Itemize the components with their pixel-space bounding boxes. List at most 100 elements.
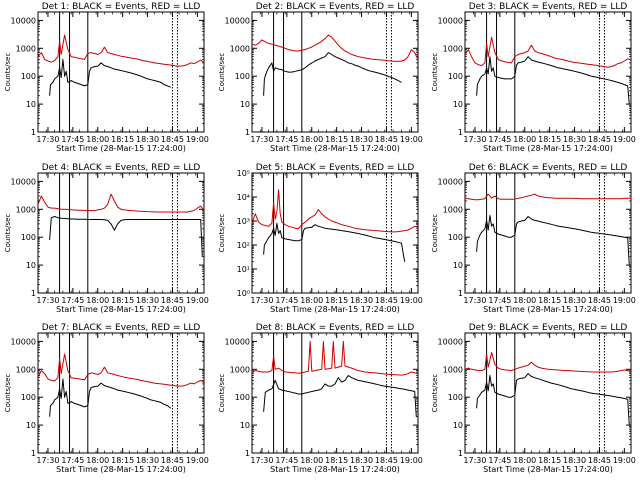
y-tick-label: 1000 <box>443 365 463 374</box>
y-tick-label: 100 <box>235 393 250 402</box>
y-tick-label: 100 <box>448 393 463 402</box>
x-tick-label: 17:30 <box>250 456 273 465</box>
detector-panel-3: Det 3: BLACK = Events, RED = LLD 1 10 100 10… <box>431 2 636 153</box>
chart-title: Det 7: BLACK = Events, RED = LLD <box>42 323 201 333</box>
x-tick-label: 18:15 <box>325 456 348 465</box>
x-tick-label: 17:30 <box>250 296 273 305</box>
y-tick-label: 100 <box>21 393 36 402</box>
x-tick-label: 17:45 <box>488 135 511 144</box>
x-tick-label: 18:00 <box>86 296 109 305</box>
x-tick-label: 19:00 <box>186 296 209 305</box>
series-line-events <box>49 58 171 96</box>
x-tick-label: 18:15 <box>111 456 134 465</box>
x-tick-label: 18:00 <box>300 456 323 465</box>
x-tick-label: 17:45 <box>488 296 511 305</box>
detector-panel-7: Det 7: BLACK = Events, RED = LLD 1 10 100 10… <box>4 323 209 474</box>
y-tick-label: 10 <box>26 421 36 430</box>
x-tick-label: 18:15 <box>111 135 134 144</box>
x-tick-label: 18:00 <box>86 135 109 144</box>
detector-panel-4: Det 4: BLACK = Events, RED = LLD 1 10 100 10… <box>4 163 209 314</box>
y-tick-label: 1000 <box>443 44 463 53</box>
y-tick-label: 1 <box>458 449 463 458</box>
y-tick-label: 100 <box>235 72 250 81</box>
x-tick-label: 18:45 <box>588 135 611 144</box>
y-tick-label: 10 <box>453 261 463 270</box>
y-tick-label: 10 <box>453 100 463 109</box>
x-tick-label: 18:45 <box>588 296 611 305</box>
series-line-events <box>263 222 406 262</box>
x-axis-label: Start Time (28-Mar-15 17:24:00) <box>270 144 400 153</box>
y-tick-label: 1 <box>458 128 463 137</box>
y-tick-label: 1 <box>458 289 463 298</box>
x-tick-label: 18:00 <box>513 296 536 305</box>
y-tick-label: 10000 <box>11 337 36 346</box>
detector-panel-9: Det 9: BLACK = Events, RED = LLD 1 10 100 10… <box>431 323 636 474</box>
chart-title: Det 1: BLACK = Events, RED = LLD <box>42 2 201 12</box>
x-tick-label: 19:00 <box>400 456 423 465</box>
x-tick-label: 18:30 <box>563 296 586 305</box>
y-tick-label: 10⁰ <box>237 289 250 298</box>
y-tick-label: 1000 <box>16 365 36 374</box>
x-axis-label: Start Time (28-Mar-15 17:24:00) <box>270 305 400 314</box>
chart-title: Det 5: BLACK = Events, RED = LLD <box>256 163 415 173</box>
y-axis-label: Counts/sec <box>431 214 439 253</box>
x-tick-label: 18:00 <box>513 456 536 465</box>
x-tick-label: 19:00 <box>400 135 423 144</box>
x-tick-label: 18:15 <box>538 296 561 305</box>
x-tick-label: 17:45 <box>488 456 511 465</box>
y-tick-label: 1 <box>245 449 250 458</box>
series-line-events <box>476 215 630 266</box>
y-tick-label: 10⁵ <box>237 169 250 178</box>
x-tick-label: 18:30 <box>136 135 159 144</box>
y-tick-label: 1 <box>31 128 36 137</box>
x-tick-label: 17:45 <box>275 296 298 305</box>
series-line-events <box>263 52 402 96</box>
y-tick-label: 1000 <box>443 205 463 214</box>
series-line-events <box>49 378 172 417</box>
x-tick-label: 17:45 <box>61 456 84 465</box>
y-tick-label: 10 <box>240 421 250 430</box>
x-tick-label: 19:00 <box>186 135 209 144</box>
series-line-events <box>49 216 203 257</box>
y-tick-label: 10000 <box>11 16 36 25</box>
y-axis-label: Counts/sec <box>218 53 226 92</box>
chart-title: Det 8: BLACK = Events, RED = LLD <box>256 323 415 333</box>
x-tick-label: 18:45 <box>375 296 398 305</box>
y-tick-label: 10000 <box>225 337 250 346</box>
x-axis-label: Start Time (28-Mar-15 17:24:00) <box>56 305 186 314</box>
y-axis-label: Counts/sec <box>431 53 439 92</box>
y-tick-label: 1 <box>245 128 250 137</box>
x-tick-label: 18:30 <box>350 456 373 465</box>
y-tick-label: 100 <box>21 233 36 242</box>
y-tick-label: 1 <box>31 289 36 298</box>
x-tick-label: 18:30 <box>563 456 586 465</box>
y-tick-label: 10³ <box>237 217 250 226</box>
detector-panel-8: Det 8: BLACK = Events, RED = LLD 1 10 100 10… <box>218 323 423 474</box>
series-line-lld <box>251 189 419 233</box>
y-tick-label: 10000 <box>11 177 36 186</box>
series-line-lld <box>251 340 419 376</box>
y-axis-label: Counts/sec <box>218 374 226 413</box>
y-tick-label: 10 <box>26 261 36 270</box>
x-tick-label: 18:45 <box>588 456 611 465</box>
x-tick-label: 17:30 <box>463 135 486 144</box>
x-tick-label: 18:45 <box>375 135 398 144</box>
x-tick-label: 17:30 <box>463 296 486 305</box>
x-tick-label: 19:00 <box>613 296 636 305</box>
x-tick-label: 17:45 <box>61 135 84 144</box>
chart-title: Det 6: BLACK = Events, RED = LLD <box>469 163 628 173</box>
y-tick-label: 100 <box>21 72 36 81</box>
x-axis-label: Start Time (28-Mar-15 17:24:00) <box>56 465 186 474</box>
series-line-events <box>476 56 630 105</box>
series-line-events <box>476 373 630 426</box>
series-line-lld <box>251 34 419 62</box>
y-axis-label: Counts/sec <box>4 374 12 413</box>
y-tick-label: 10000 <box>438 177 463 186</box>
y-tick-label: 10 <box>26 100 36 109</box>
x-tick-label: 18:15 <box>538 135 561 144</box>
x-tick-label: 17:30 <box>36 456 59 465</box>
y-tick-label: 100 <box>448 233 463 242</box>
y-tick-label: 10² <box>237 241 250 250</box>
x-tick-label: 18:30 <box>563 135 586 144</box>
